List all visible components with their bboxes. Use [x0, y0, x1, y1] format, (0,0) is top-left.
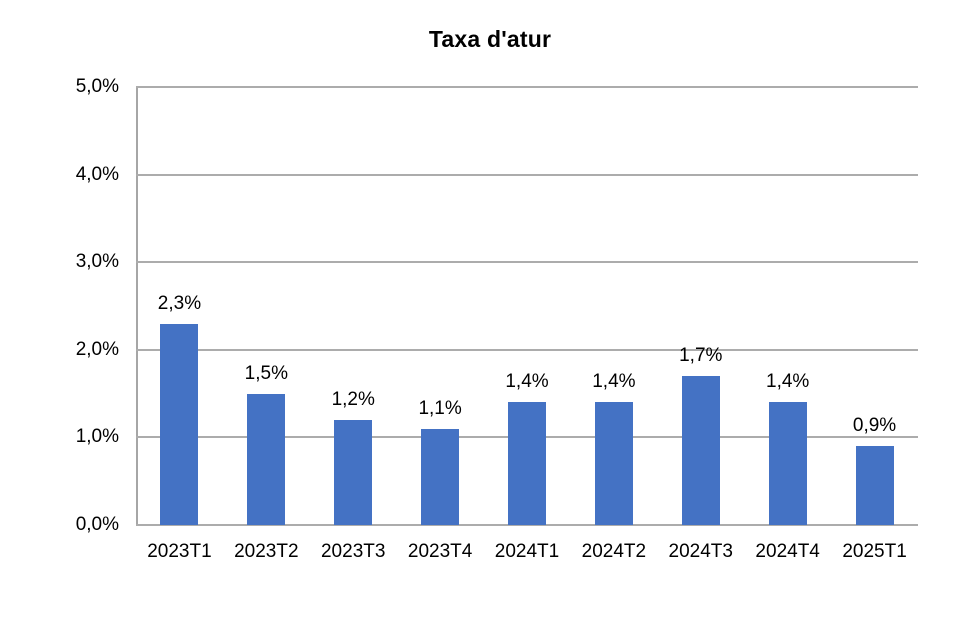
bar-value-label: 1,4% [766, 371, 810, 393]
y-axis-tick-label: 2,0% [75, 338, 119, 360]
bar-value-label: 1,1% [418, 397, 462, 419]
bar [594, 402, 633, 525]
bar-value-label: 1,4% [505, 371, 549, 393]
bar [508, 402, 546, 525]
y-axis-tick-label: 3,0% [75, 251, 119, 273]
bar-value-label: 1,4% [592, 371, 636, 393]
x-axis-tick-label: 2024T4 [755, 541, 820, 562]
bar [160, 323, 199, 525]
bar [681, 376, 720, 525]
x-axis-tick-label: 2024T2 [581, 541, 647, 562]
x-axis-tick-label: 2024T3 [668, 541, 733, 562]
x-axis-tick-label: 2023T4 [407, 541, 473, 562]
bar [334, 419, 373, 525]
bar-value-label: 1,7% [679, 345, 723, 367]
y-axis-tick-label: 0,0% [75, 514, 119, 535]
gridline [136, 524, 918, 526]
x-axis-tick-label: 2025T1 [842, 541, 907, 562]
y-axis-tick-label: 1,0% [75, 426, 119, 448]
x-axis-tick-label: 2023T1 [147, 541, 212, 562]
bar [421, 428, 460, 525]
y-axis-tick-label: 4,0% [75, 163, 119, 185]
gridline [136, 261, 918, 264]
x-axis-tick-label: 2023T3 [320, 541, 386, 562]
chart-title: Taxa d'atur [428, 26, 552, 52]
x-axis-tick-label: 2023T2 [234, 541, 299, 562]
x-axis-tick-label: 2024T1 [494, 541, 560, 562]
gridline [136, 173, 918, 176]
y-axis-tick-label: 5,0% [75, 76, 119, 97]
gridline [136, 86, 918, 88]
gridline [136, 348, 918, 351]
bar-value-label: 1,2% [331, 388, 375, 410]
bar-value-label: 0,9% [852, 415, 897, 437]
plot-area [136, 87, 918, 525]
bar-value-label: 2,3% [157, 292, 202, 314]
bar [768, 402, 807, 525]
bar [247, 393, 286, 525]
bar-value-label: 1,5% [244, 362, 288, 384]
bar [855, 446, 894, 525]
